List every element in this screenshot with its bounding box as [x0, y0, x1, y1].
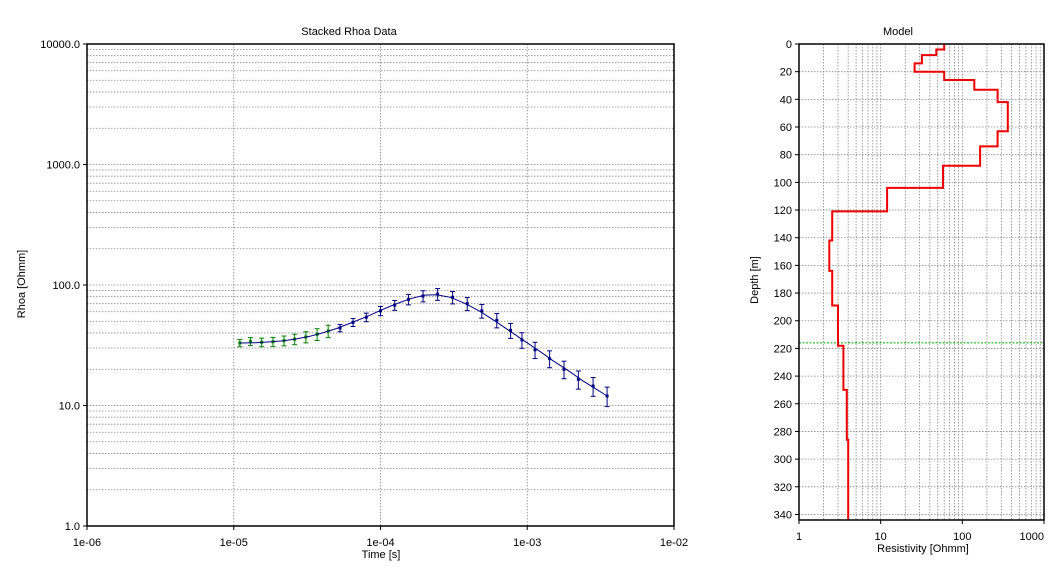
model-y-tick-label: 0 — [786, 39, 792, 51]
rhoa-data-marker — [495, 318, 499, 322]
rhoa-data-marker — [338, 326, 342, 330]
model-chart: Model Resistivity [Ohmm] Depth [m] 0 20 40… — [749, 26, 1045, 555]
rhoa-data-marker — [248, 339, 252, 343]
model-chart-grid — [799, 44, 1044, 520]
model-x-tick-label: 1 — [796, 531, 802, 543]
rhoa-data-point — [575, 370, 581, 390]
model-y-tick-label: 20 — [780, 67, 792, 79]
model-y-tick-label: 100 — [774, 177, 792, 189]
rhoa-data-marker — [451, 295, 455, 299]
model-chart-plot-frame — [798, 43, 1045, 521]
model-y-tick-label: 140 — [774, 233, 792, 245]
rhoa-x-tick-label: 1e-04 — [366, 537, 394, 549]
rhoa-data-point — [479, 303, 485, 319]
model-y-tick-label: 120 — [774, 205, 792, 217]
rhoa-data-marker — [393, 303, 397, 307]
model-x-tick-label: 100 — [953, 531, 971, 543]
model-chart-series — [799, 44, 1044, 520]
rhoa-data-marker — [465, 302, 469, 306]
model-y-tick-label: 220 — [774, 343, 792, 355]
model-chart-y-axis-label: Depth [m] — [749, 256, 761, 304]
model-chart-ticks: 0 20 40 60 80 100 120 140 160 180 200 220 240 260 280 3… — [774, 39, 1045, 543]
rhoa-data-point — [494, 313, 500, 329]
rhoa-data-point — [435, 288, 441, 301]
rhoa-chart-series — [237, 288, 610, 408]
rhoa-data-marker — [509, 328, 513, 332]
rhoa-x-tick-label: 1e-05 — [220, 537, 248, 549]
rhoa-chart-ticks: 1e-06 1e-05 1e-04 1e-03 1e-02 1.0 10.0 100.0 100… — [40, 39, 688, 549]
rhoa-model-response-line — [239, 294, 608, 397]
rhoa-chart: Stacked Rhoa Data Time [s] Rhoa [Ohmm] 1… — [16, 26, 688, 561]
rhoa-data-marker — [591, 384, 595, 388]
model-x-tick-label: 1000 — [1020, 531, 1044, 543]
rhoa-data-point — [392, 299, 398, 311]
rhoa-data-point — [532, 341, 538, 360]
rhoa-x-tick-label: 1e-03 — [513, 537, 541, 549]
rhoa-chart-plot-frame — [86, 43, 675, 527]
rhoa-data-point — [337, 323, 343, 333]
model-resistivity-curve — [828, 44, 1009, 520]
model-y-tick-label: 40 — [780, 94, 792, 106]
model-y-tick-label: 280 — [774, 426, 792, 438]
model-y-tick-label: 180 — [774, 288, 792, 300]
rhoa-data-marker — [576, 377, 580, 381]
model-y-tick-label: 320 — [774, 482, 792, 494]
rhoa-chart-title: Stacked Rhoa Data — [301, 26, 397, 38]
rhoa-chart-grid — [87, 44, 674, 526]
rhoa-y-tick-label: 10.0 — [59, 401, 80, 413]
rhoa-data-marker — [520, 338, 524, 342]
model-y-tick-label: 300 — [774, 454, 792, 466]
rhoa-data-marker — [562, 367, 566, 371]
model-y-tick-label: 260 — [774, 399, 792, 411]
rhoa-data-point — [519, 332, 525, 349]
rhoa-data-marker — [533, 348, 537, 352]
model-x-tick-label: 10 — [875, 531, 887, 543]
model-chart-x-axis-label: Resistivity [Ohmm] — [877, 543, 969, 555]
rhoa-x-tick-label: 1e-02 — [660, 537, 688, 549]
rhoa-data-marker — [436, 292, 440, 296]
model-y-tick-label: 200 — [774, 316, 792, 328]
model-y-tick-label: 60 — [780, 122, 792, 134]
rhoa-y-tick-label: 1000.0 — [46, 160, 80, 172]
rhoa-chart-x-axis-label: Time [s] — [362, 549, 401, 561]
rhoa-y-tick-label: 1.0 — [65, 521, 80, 533]
rhoa-x-tick-label: 1e-06 — [73, 537, 101, 549]
rhoa-y-tick-label: 10000.0 — [40, 39, 80, 51]
model-chart-title: Model — [883, 26, 913, 38]
rhoa-data-point — [508, 322, 514, 339]
rhoa-chart-y-axis-label: Rhoa [Ohmm] — [16, 250, 28, 318]
model-y-tick-label: 80 — [780, 150, 792, 162]
model-y-tick-label: 340 — [774, 509, 792, 521]
model-y-tick-label: 160 — [774, 260, 792, 272]
model-y-tick-label: 240 — [774, 371, 792, 383]
rhoa-data-point — [561, 360, 567, 380]
rhoa-data-marker — [480, 309, 484, 313]
rhoa-data-point — [604, 386, 610, 408]
rhoa-data-point — [247, 337, 253, 347]
rhoa-y-tick-label: 100.0 — [52, 280, 80, 292]
